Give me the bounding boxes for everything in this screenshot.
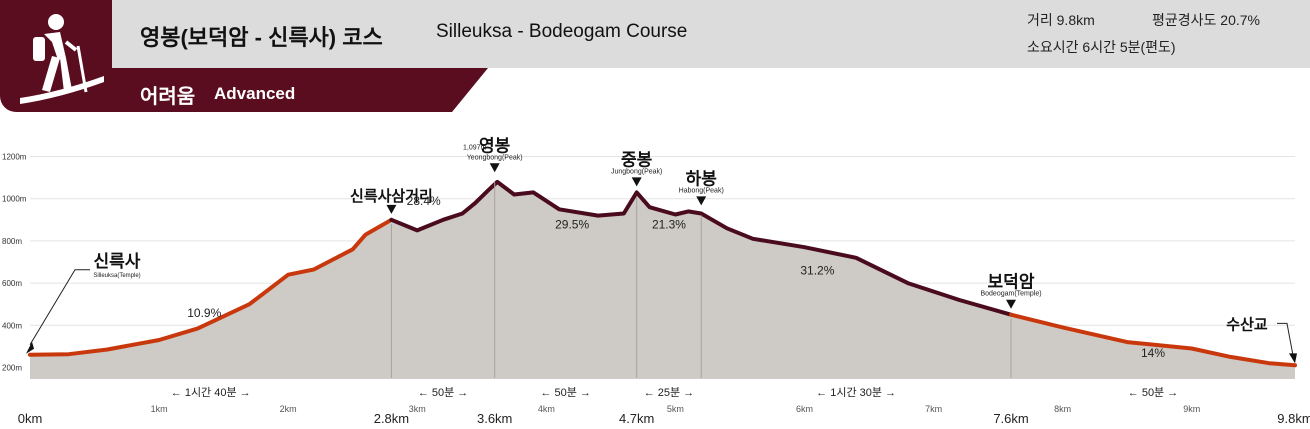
x-tick-label: 7km [925,404,942,414]
leader-arrow [26,341,34,354]
marker-sub-label: Bodeogam(Temple) [980,291,1041,298]
y-tick-label: 1200m [2,153,27,162]
endpoint-label: 신륵사 [94,252,141,271]
leader-arrow [1289,353,1297,364]
course-title-en: Silleuksa - Bodeogam Course [436,21,688,42]
profile-line-easy-0 [28,217,394,357]
marker-label: 하봉 [686,169,718,188]
x-landmark-label: 7.6km [993,411,1028,426]
segment-time-label: ← 50분 → [418,387,468,399]
segment-time-label: ← 50분 → [540,387,590,399]
marker-arrow [696,196,707,206]
marker-elevation: 1,097m [463,144,487,151]
avg-slope-stat: 평균경사도 20.7% [1152,12,1260,28]
distance-stat: 거리 9.8km [1027,12,1095,28]
marker-arrow [386,204,397,214]
y-tick-label: 600m [2,279,22,288]
segment-time-label: ← 1시간 40분 → [171,386,251,399]
marker-label: 영봉 [479,136,511,155]
x-tick-label: 3km [409,404,426,414]
x-tick-label: 8km [1054,404,1071,414]
x-tick-label: 6km [796,404,813,414]
segment-time-label: ← 1시간 30분 → [816,386,896,399]
x-landmark-label: 0km [18,411,43,426]
slope-label: 29.5% [555,217,589,231]
y-tick-label: 800m [2,237,22,246]
x-tick-label: 5km [667,404,684,414]
marker-sub-label: Jungbong(Peak) [611,168,662,175]
course-badge [0,0,112,112]
marker-sub-label: Yeongbong(Peak) [467,154,523,161]
marker-arrow [631,177,642,187]
level-band [112,68,488,112]
slope-label: 10.9% [187,306,221,320]
segment-time-label: ← 25분 → [644,387,694,399]
profile-line-easy-2 [1009,312,1297,368]
leader-line [29,269,90,346]
hiker-icon [20,14,104,104]
marker-arrow [489,163,500,173]
elevation-area [30,181,1295,378]
slope-label: 31.2% [800,264,834,278]
slope-label: 21.3% [652,217,686,231]
marker-sub-label: Habong(Peak) [679,187,724,194]
x-tick-label: 2km [280,404,297,414]
leader-line [1277,322,1294,356]
difficulty-label-ko: 어려움 [140,86,196,108]
header-bar [0,0,1310,68]
x-tick-label: 4km [538,404,555,414]
x-landmark-label: 9.8km [1277,411,1310,426]
segment-time-label: ← 50분 → [1128,387,1178,399]
x-tick-label: 9km [1183,404,1200,414]
x-landmark-label: 3.6km [477,411,512,426]
profile-line-hard-1 [389,179,1013,317]
endpoint-sub-label: Silleuksa(Temple) [93,273,140,279]
x-tick-label: 1km [151,404,168,414]
course-title: 영봉(보덕암 - 신륵사) 코스 [140,25,383,50]
chart-footer [0,378,1310,429]
endpoint-label: 수산교 [1226,316,1268,333]
y-tick-label: 1000m [2,195,27,204]
duration-stat: 소요시간 6시간 5분(편도) [1027,39,1176,55]
slope-label: 28.4% [407,194,441,208]
marker-arrow [1006,299,1017,309]
marker-label: 중봉 [621,150,653,169]
marker-label: 보덕암 [988,273,1035,292]
difficulty-label-en: Advanced [214,84,296,103]
y-tick-label: 400m [2,321,22,330]
y-tick-label: 200m [2,363,22,372]
elevation-chart: 200m 400m 600m 800m 1000m 1200m 1km 2km 3km 4km 5k… [0,136,1310,429]
marker-label: 신륵사삼거리 [350,188,433,205]
slope-label: 14% [1141,346,1165,360]
x-landmark-label: 2.8km [374,411,409,426]
x-landmark-label: 4.7km [619,411,654,426]
